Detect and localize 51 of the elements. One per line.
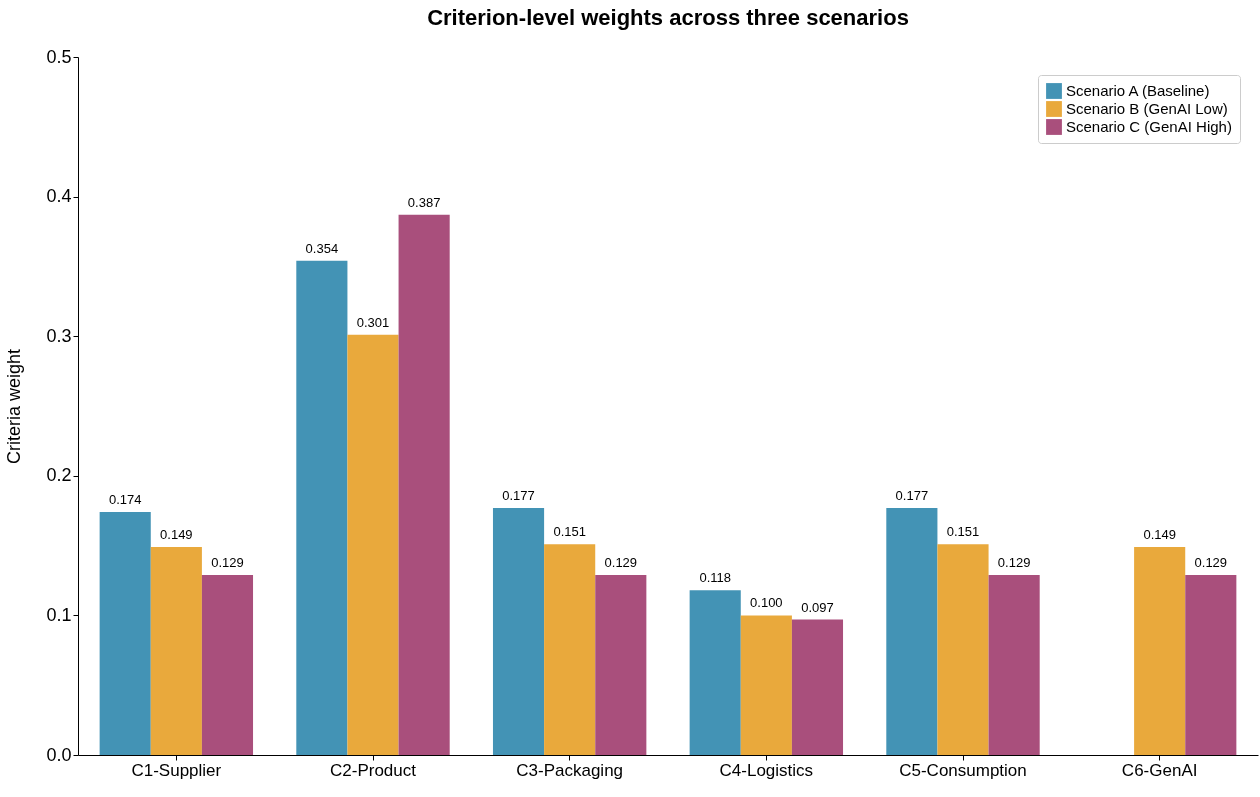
x-tick-label: C6-GenAI <box>1121 760 1198 780</box>
data-label: 0.129 <box>1194 554 1228 570</box>
bar <box>347 334 399 755</box>
data-label: 0.151 <box>553 524 586 540</box>
bar <box>1134 547 1186 755</box>
bar <box>937 544 989 755</box>
bar <box>296 260 348 755</box>
y-tick-label: 0.5 <box>46 46 72 67</box>
data-label: 0.097 <box>801 599 834 615</box>
data-label: 0.149 <box>160 527 193 542</box>
legend-label: Scenario A (Baseline) <box>1066 82 1210 99</box>
data-label: 0.129 <box>997 554 1031 570</box>
bar <box>689 590 741 755</box>
legend-label: Scenario C (GenAI High) <box>1066 118 1232 135</box>
bar <box>595 574 647 755</box>
chart-title: Criterion-level weights across three scenarios <box>427 5 909 30</box>
bar <box>791 619 844 755</box>
data-label: 0.387 <box>407 194 441 210</box>
y-tick-label: 0.0 <box>46 744 72 765</box>
y-tick-label: 0.1 <box>46 604 72 625</box>
x-tick-label: C1-Supplier <box>131 760 222 780</box>
legend-label: Scenario B (GenAI Low) <box>1066 100 1228 117</box>
x-tick-label: C3-Packaging <box>516 760 624 780</box>
data-label: 0.354 <box>305 240 339 256</box>
y-axis-title: Criteria weight <box>4 348 25 465</box>
data-label: 0.129 <box>211 554 244 570</box>
bar <box>988 574 1040 755</box>
x-tick-label: C4-Logistics <box>719 760 814 780</box>
data-label: 0.149 <box>1143 527 1176 542</box>
bar <box>544 544 596 755</box>
y-tick-label: 0.2 <box>46 465 72 486</box>
data-label: 0.177 <box>502 487 535 503</box>
bar <box>740 615 792 755</box>
data-label: 0.100 <box>750 595 783 611</box>
bar <box>398 214 450 755</box>
x-tick-label: C2-Product <box>330 760 417 780</box>
y-tick-label: 0.3 <box>46 325 72 346</box>
bar <box>150 547 202 755</box>
data-label: 0.151 <box>946 524 980 540</box>
bar <box>1185 574 1237 755</box>
data-label: 0.301 <box>356 314 390 330</box>
data-label: 0.177 <box>895 487 929 503</box>
data-label: 0.174 <box>108 492 142 508</box>
bar <box>99 512 151 755</box>
bar <box>492 507 545 755</box>
bar <box>201 574 254 755</box>
bar <box>886 507 938 755</box>
data-label: 0.129 <box>604 554 638 570</box>
y-tick-label: 0.4 <box>46 186 72 207</box>
data-label: 0.118 <box>699 570 731 586</box>
x-tick-label: C5-Consumption <box>899 760 1027 780</box>
